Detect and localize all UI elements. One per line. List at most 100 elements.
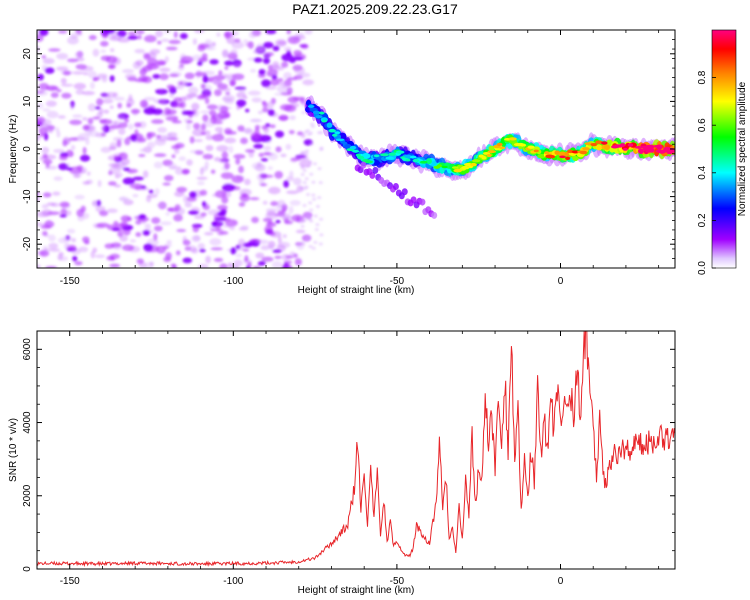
spectrogram-noise-blob [74, 261, 83, 266]
spectrogram-noise-blob [180, 55, 194, 64]
spectrogram-noise-blob [151, 119, 164, 124]
spectrogram-noise-blob [295, 229, 306, 234]
bottom-x-axis: -150 -100 -50 0 [36, 331, 660, 587]
spectrogram-noise-blob [108, 162, 121, 168]
spectrogram-noise-blob [205, 134, 214, 141]
spectrogram-noise-blob [247, 90, 261, 96]
ridge-blob [590, 142, 598, 147]
spectrogram-noise-blob [311, 193, 316, 197]
spectrogram-noise-blob [58, 163, 69, 171]
spectrogram-noise-blob [133, 215, 139, 220]
ridge-blob [648, 147, 655, 153]
spectrogram-noise-blob [174, 168, 185, 175]
spectrogram-noise-blob [109, 75, 115, 82]
spectrogram-noise-blob [294, 258, 302, 266]
spectrogram-noise-blob [98, 119, 108, 123]
spectrogram-noise-blob [167, 132, 173, 138]
spectrogram-noise-blob [159, 73, 169, 81]
spectrogram-noise-blob [142, 230, 151, 236]
branch-blob [360, 161, 367, 169]
bottom-x-axis-label: Height of straight line (km) [298, 585, 415, 596]
spectrogram-noise-blob [153, 225, 163, 232]
spectrogram-noise-blob [197, 263, 209, 268]
spectrogram-noise-blob [171, 136, 180, 142]
spectrogram-noise-blob [229, 226, 236, 231]
colorbar-label: Normalized spectral amplitude [737, 81, 748, 216]
spectrogram-noise-blob [68, 137, 79, 141]
spectrogram-noise-blob [309, 208, 314, 212]
spectrogram-noise-blob [166, 109, 177, 115]
spectrogram-noise-blob [100, 40, 109, 47]
spectrogram-noise-blob [92, 247, 98, 253]
spectrogram-noise-blob [78, 246, 89, 253]
spectrogram-noise-blob [178, 156, 186, 162]
spectrogram-noise-blob [173, 214, 183, 222]
spectrogram-noise-blob [110, 48, 115, 53]
spectrogram-noise-blob [62, 136, 70, 145]
spectrogram-noise-blob [60, 83, 74, 87]
spectrogram-noise-blob [173, 31, 178, 38]
spectrogram-noise-blob [224, 60, 234, 66]
spectrogram-noise-blob [157, 127, 167, 133]
spectrogram-noise-blob [205, 144, 214, 152]
spectrogram-noise-blob [308, 245, 313, 249]
spectrogram-noise-blob [207, 209, 221, 216]
spectrogram-noise-blob [281, 82, 288, 88]
spectrogram-noise-blob [189, 149, 202, 154]
spectrogram-noise-blob [230, 247, 237, 255]
spectrogram-noise-blob [124, 137, 131, 146]
spectrogram-noise-blob [77, 31, 83, 36]
snr-frame [36, 330, 676, 570]
spectrogram-noise-blob [57, 254, 63, 261]
ridge-blob [565, 156, 571, 160]
spectrogram-noise-blob [205, 255, 212, 264]
ridge-blob [520, 143, 527, 147]
spectrogram-noise-blob [72, 255, 78, 262]
spectrogram-noise-blob [99, 210, 109, 217]
spectrogram-noise-blob [117, 102, 123, 109]
spectrogram-noise-blob [142, 146, 153, 154]
spectrogram-noise-blob [135, 232, 142, 237]
spectrogram-noise-blob [286, 190, 299, 195]
x-tick-label: 0 [558, 276, 564, 287]
spectrogram-noise-blob [101, 98, 114, 104]
spectrogram-noise-blob [303, 130, 308, 134]
spectrogram-noise-blob [60, 77, 67, 85]
spectrogram-noise-blob [306, 217, 311, 221]
spectrogram-noise-blob [41, 146, 50, 154]
spectrogram-noise-blob [177, 64, 185, 71]
spectrogram-noise-blob [202, 114, 209, 122]
ridge-blob [595, 140, 603, 144]
ridge-blob [373, 154, 380, 158]
spectrogram-noise-blob [274, 255, 282, 260]
spectrogram-noise-blob [306, 164, 311, 168]
spectrogram-noise-blob [41, 55, 47, 59]
branch-blob [401, 188, 408, 196]
ridge-blob [559, 155, 566, 159]
spectrogram-noise-blob [252, 265, 261, 268]
ridge-blob [508, 137, 517, 141]
spectrogram-noise-blob [178, 81, 184, 85]
spectrogram-noise-blob [65, 167, 73, 171]
spectrogram-noise-blob [128, 94, 133, 102]
spectrogram-noise-blob [142, 52, 150, 57]
spectrogram-noise-blob [263, 57, 270, 65]
spectrogram-noise-blob [263, 145, 272, 151]
colorbar-tick-label: 0.8 [697, 70, 708, 84]
spectrogram-noise-blob [263, 126, 270, 134]
spectrogram-noise-blob [39, 250, 50, 257]
spectrogram-noise-blob [233, 153, 246, 159]
spectrogram-noise-blob [129, 239, 137, 243]
x-tick-label: -150 [60, 576, 80, 587]
spectrogram-noise-blob [209, 59, 219, 65]
spectrogram-noise-blob [257, 261, 266, 266]
ridge-blob [334, 131, 341, 135]
spectrogram-noise-blob [114, 173, 120, 179]
spectrogram-noise-blob [304, 185, 309, 189]
spectrogram-noise-blob [171, 154, 176, 159]
spectrogram-noise-blob [319, 233, 324, 237]
spectrogram-noise-blob [274, 171, 284, 179]
branch-blob [392, 183, 399, 191]
spectrogram-noise-blob [82, 236, 90, 243]
spectrogram-noise-blob [137, 134, 145, 139]
